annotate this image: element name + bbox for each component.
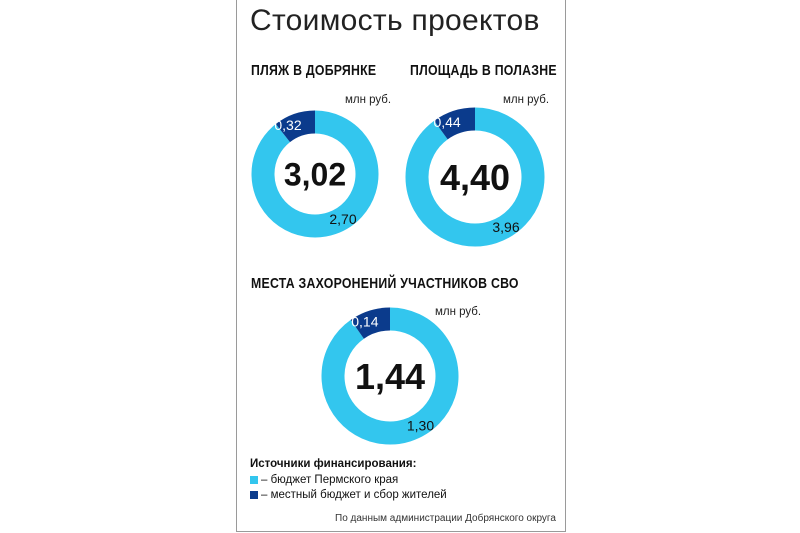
unit-label-square: млн руб. bbox=[503, 94, 550, 106]
donut-chart-burial: 1,30 0,14 1,44 bbox=[321, 307, 459, 445]
slice-label-regional: 3,96 bbox=[492, 219, 519, 235]
total-value: 1,44 bbox=[355, 356, 425, 397]
donut-chart-square: 3,96 0,44 4,40 bbox=[405, 107, 545, 247]
slice-regional bbox=[251, 110, 379, 238]
slice-local bbox=[275, 110, 316, 143]
legend-swatch-regional bbox=[250, 476, 258, 484]
slice-label-regional: 2,70 bbox=[329, 211, 356, 227]
legend-swatch-local bbox=[250, 491, 258, 499]
chart-title-burial: МЕСТА ЗАХОРОНЕНИЙ УЧАСТНИКОВ СВО bbox=[251, 275, 519, 292]
slice-label-local: 0,32 bbox=[274, 117, 301, 133]
chart-title-beach: ПЛЯЖ В ДОБРЯНКЕ bbox=[251, 62, 377, 79]
slice-label-local: 0,14 bbox=[351, 314, 378, 330]
legend-item-local: – местный бюджет и сбор жителей bbox=[250, 489, 447, 501]
slice-label-regional: 1,30 bbox=[407, 417, 434, 433]
legend-item-regional: – бюджет Пермского края bbox=[250, 474, 398, 486]
slice-regional bbox=[405, 107, 545, 247]
source-note: По данным администрации Добрянского окру… bbox=[335, 513, 556, 524]
slice-label-local: 0,44 bbox=[433, 114, 460, 130]
total-value: 3,02 bbox=[284, 157, 346, 193]
legend-title: Источники финансирования: bbox=[250, 458, 417, 470]
legend-label-regional: – бюджет Пермского края bbox=[261, 474, 399, 486]
donut-chart-beach: 2,70 0,32 3,02 bbox=[251, 110, 379, 238]
slice-local bbox=[350, 307, 391, 340]
unit-label-burial: млн руб. bbox=[435, 306, 482, 318]
chart-title-square: ПЛОЩАДЬ В ПОЛАЗНЕ bbox=[410, 62, 557, 79]
legend-label-local: – местный бюджет и сбор жителей bbox=[261, 489, 447, 501]
slice-local bbox=[434, 107, 476, 140]
slice-regional bbox=[321, 307, 459, 445]
page-title: Стоимость проектов bbox=[250, 4, 540, 37]
total-value: 4,40 bbox=[440, 157, 510, 198]
unit-label-beach: млн руб. bbox=[345, 94, 392, 106]
